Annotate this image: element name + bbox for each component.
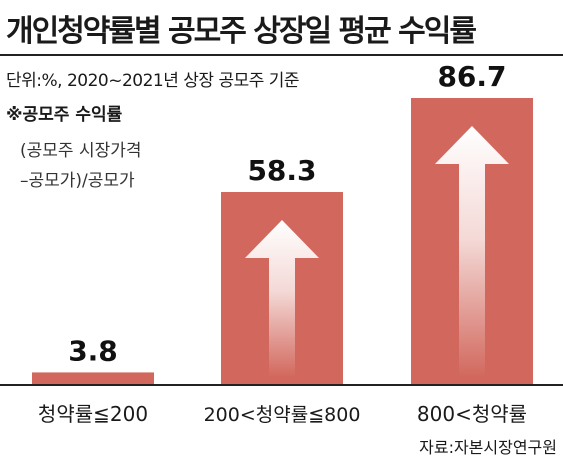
category-label-1: 청약률≦200 (38, 402, 148, 426)
bar-1 (32, 372, 154, 385)
category-label-3: 800<청약률 (417, 402, 527, 426)
chart-title: 개인청약률별 공모주 상장일 평균 수익률 (6, 14, 477, 49)
footnote-line-1: (공모주 시장가격 (20, 141, 142, 161)
footnote-line-2: –공모가)/공모가 (20, 171, 135, 191)
footnote-heading: ※공모주 수익률 (6, 105, 123, 125)
category-label-2: 200<청약률≦800 (204, 404, 361, 426)
value-label-1: 3.8 (68, 334, 118, 367)
up-arrow-icon (245, 220, 319, 377)
title-divider (0, 54, 563, 56)
source-note: 자료:자본시장연구원 (419, 438, 557, 457)
up-arrow-icon (435, 126, 509, 377)
value-label-3: 86.7 (437, 60, 506, 93)
value-label-2: 58.3 (247, 154, 316, 187)
unit-note: 단위:%, 2020~2021년 상장 공모주 기준 (6, 71, 300, 91)
